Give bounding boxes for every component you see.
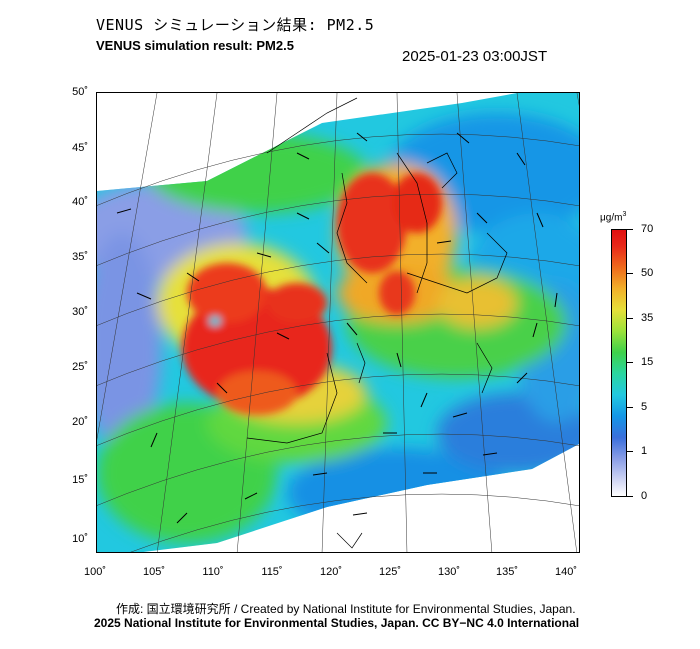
lat-label-10: 10˚ <box>72 533 88 545</box>
cb-tick <box>627 273 633 274</box>
lat-label-45: 45˚ <box>72 142 88 154</box>
lat-label-20: 20˚ <box>72 416 88 428</box>
lon-label-130: 130˚ <box>437 566 461 578</box>
lon-label-115: 115˚ <box>261 566 283 578</box>
colorbar-label-1: 1 <box>641 445 648 457</box>
cb-tick <box>627 407 633 408</box>
pm25-map <box>96 92 580 553</box>
colorbar-label-50: 50 <box>641 267 654 279</box>
lon-label-135: 135˚ <box>495 566 519 578</box>
lat-label-15: 15˚ <box>72 474 88 486</box>
wind-arrows <box>116 132 558 524</box>
credit-line-2: 2025 National Institute for Environmenta… <box>94 616 580 630</box>
colorbar-label-15: 15 <box>641 356 654 368</box>
credit-line-1: 作成: 国立環境研究所 / Created by National Instit… <box>116 602 576 616</box>
colorbar-label-5: 5 <box>641 401 648 413</box>
colorbar <box>611 229 627 497</box>
cb-tick <box>627 451 633 452</box>
lon-label-125: 125˚ <box>378 566 402 578</box>
lat-label-40: 40˚ <box>72 196 88 208</box>
lon-label-140: 140˚ <box>554 566 578 578</box>
timestamp: 2025-01-23 03:00JST <box>402 48 548 65</box>
cb-tick <box>627 229 633 230</box>
colorbar-label-0: 0 <box>641 490 648 502</box>
cb-tick <box>627 496 633 497</box>
title-english: VENUS simulation result: PM2.5 <box>96 38 294 53</box>
title-japanese: VENUS シミュレーション結果: PM2.5 <box>96 16 375 34</box>
coastlines <box>246 97 508 549</box>
colorbar-label-70: 70 <box>641 223 654 235</box>
lon-label-105: 105˚ <box>142 566 166 578</box>
lon-label-110: 110˚ <box>202 566 224 578</box>
colorbar-unit: μg/m3 <box>600 211 627 224</box>
lon-label-120: 120˚ <box>319 566 343 578</box>
lat-label-30: 30˚ <box>72 306 88 318</box>
concentration-field <box>97 93 579 552</box>
graticule <box>97 93 579 552</box>
colorbar-label-35: 35 <box>641 312 654 324</box>
cb-tick <box>627 318 633 319</box>
cb-tick <box>627 362 633 363</box>
map-svg <box>97 93 579 552</box>
lon-label-100: 100˚ <box>83 566 107 578</box>
lat-label-50: 50˚ <box>72 86 88 98</box>
lat-label-35: 35˚ <box>72 251 88 263</box>
lat-label-25: 25˚ <box>72 361 88 373</box>
